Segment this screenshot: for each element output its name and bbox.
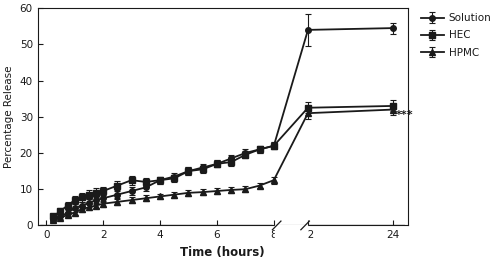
Legend: Solution, HEC, HPMC: Solution, HEC, HPMC [416, 9, 496, 62]
Bar [276, 225, 306, 238]
Y-axis label: Percentage Release: Percentage Release [4, 65, 14, 168]
X-axis label: Time (hours): Time (hours) [180, 246, 265, 259]
Text: ***: *** [396, 110, 414, 120]
